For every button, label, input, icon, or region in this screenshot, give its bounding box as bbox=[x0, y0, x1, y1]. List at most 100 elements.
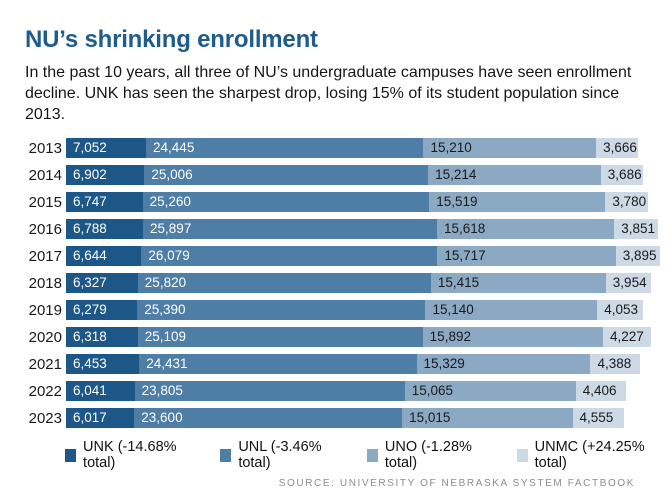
bar-value-label: 15,210 bbox=[430, 140, 472, 156]
legend-label: UNK (-14.68% total) bbox=[83, 439, 177, 472]
bar-row-2021: 2021 6,453 24,431 15,329 4,388 bbox=[25, 354, 660, 375]
bar-value-label: 3,895 bbox=[622, 248, 657, 264]
legend-swatch-unl bbox=[220, 448, 232, 462]
bar-track: 6,902 25,006 15,214 3,686 bbox=[66, 165, 660, 186]
bar-segment-unl: 25,260 bbox=[142, 192, 430, 213]
source-credit: SOURCE: UNIVERSITY OF NEBRASKA SYSTEM FA… bbox=[278, 478, 635, 490]
bar-segment-unmc: 4,406 bbox=[575, 381, 626, 402]
bar-segment-uno: 15,717 bbox=[437, 246, 616, 267]
bar-value-label: 23,600 bbox=[141, 410, 183, 426]
bar-segment-uno: 15,210 bbox=[423, 138, 597, 159]
bar-value-label: 3,780 bbox=[612, 194, 647, 210]
bar-segment-unk: 6,017 bbox=[66, 408, 135, 429]
bar-segment-unl: 23,805 bbox=[134, 381, 405, 402]
bar-value-label: 25,820 bbox=[144, 275, 187, 291]
bar-track: 6,041 23,805 15,065 4,406 bbox=[66, 381, 660, 402]
chart-title: NU’s shrinking enrollment bbox=[25, 26, 318, 53]
bar-value-label: 24,431 bbox=[146, 356, 188, 372]
bar-value-label: 4,053 bbox=[604, 302, 639, 318]
bar-value-label: 25,109 bbox=[144, 329, 186, 345]
bar-value-label: 25,390 bbox=[144, 302, 186, 318]
bar-segment-unmc: 3,686 bbox=[600, 165, 643, 186]
bar-segment-uno: 15,214 bbox=[428, 165, 601, 186]
bar-track: 6,017 23,600 15,015 4,555 bbox=[66, 408, 660, 429]
bar-segment-unk: 6,788 bbox=[66, 219, 144, 240]
bar-stack: 6,644 26,079 15,717 3,895 bbox=[66, 246, 660, 267]
year-label: 2019 bbox=[28, 301, 62, 319]
chart-subtitle: In the past 10 years, all three of NU’s … bbox=[25, 64, 632, 123]
legend-label: UNMC (+24.25% total) bbox=[534, 439, 645, 472]
year-label: 2017 bbox=[28, 247, 62, 265]
bar-segment-unk: 6,453 bbox=[66, 354, 140, 375]
bar-row-2017: 2017 6,644 26,079 15,717 3,895 bbox=[25, 246, 660, 267]
bar-value-label: 7,052 bbox=[73, 140, 107, 156]
bar-segment-unk: 6,327 bbox=[66, 273, 138, 294]
chart-legend: UNK (-14.68% total) UNL (-3.46% total) UNO… bbox=[65, 439, 659, 471]
bar-segment-unk: 6,747 bbox=[66, 192, 143, 213]
legend-swatch-unk bbox=[65, 448, 77, 462]
bar-value-label: 4,406 bbox=[582, 383, 617, 399]
year-label: 2022 bbox=[28, 382, 62, 400]
bar-segment-unl: 26,079 bbox=[141, 246, 438, 267]
bar-segment-unmc: 3,780 bbox=[605, 192, 649, 213]
bar-value-label: 6,318 bbox=[73, 329, 107, 345]
year-label: 2015 bbox=[28, 193, 62, 211]
bar-segment-unmc: 4,388 bbox=[590, 354, 641, 375]
bar-segment-unmc: 4,053 bbox=[597, 300, 644, 321]
bar-segment-unmc: 4,555 bbox=[572, 408, 625, 429]
bar-value-label: 15,015 bbox=[409, 410, 451, 426]
bar-row-2023: 2023 6,017 23,600 15,015 4,555 bbox=[25, 408, 660, 429]
year-label: 2018 bbox=[28, 274, 62, 292]
bar-value-label: 15,329 bbox=[423, 356, 465, 372]
bar-stack: 6,453 24,431 15,329 4,388 bbox=[66, 354, 641, 375]
bar-segment-uno: 15,892 bbox=[422, 327, 604, 348]
bar-value-label: 26,079 bbox=[148, 248, 190, 264]
bar-value-label: 15,892 bbox=[429, 329, 471, 345]
bar-value-label: 6,017 bbox=[73, 410, 107, 426]
bar-value-label: 6,453 bbox=[73, 356, 107, 372]
bar-track: 6,327 25,820 15,415 3,954 bbox=[66, 273, 660, 294]
bar-value-label: 6,041 bbox=[73, 383, 107, 399]
stacked-bar-chart: 2013 7,052 24,445 15,210 3,666 2014 6,902 25,00… bbox=[25, 138, 660, 471]
bar-value-label: 25,897 bbox=[150, 221, 192, 237]
bar-stack: 6,747 25,260 15,519 3,780 bbox=[66, 192, 649, 213]
legend-item-unmc: UNMC (+24.25% total) bbox=[516, 439, 659, 472]
bar-row-2018: 2018 6,327 25,820 15,415 3,954 bbox=[25, 273, 660, 294]
bar-segment-unmc: 3,851 bbox=[614, 219, 658, 240]
bar-value-label: 3,666 bbox=[603, 140, 637, 156]
year-label: 2016 bbox=[28, 220, 62, 238]
bar-value-label: 15,717 bbox=[444, 248, 486, 264]
bar-stack: 6,279 25,390 15,140 4,053 bbox=[66, 300, 644, 321]
bar-value-label: 24,445 bbox=[153, 140, 195, 156]
bar-stack: 6,788 25,897 15,618 3,851 bbox=[66, 219, 658, 240]
bar-row-2016: 2016 6,788 25,897 15,618 3,851 bbox=[25, 219, 659, 240]
bar-value-label: 15,065 bbox=[411, 383, 454, 399]
year-label: 2013 bbox=[28, 139, 62, 157]
bar-segment-unl: 25,897 bbox=[143, 219, 437, 240]
bar-segment-unk: 6,644 bbox=[66, 246, 142, 267]
bar-segment-unk: 6,041 bbox=[66, 381, 135, 402]
bar-row-2019: 2019 6,279 25,390 15,140 4,053 bbox=[25, 300, 659, 321]
bar-value-label: 6,327 bbox=[73, 275, 107, 291]
bar-value-label: 3,686 bbox=[607, 167, 642, 183]
bar-stack: 6,017 23,600 15,015 4,555 bbox=[66, 408, 625, 429]
bar-segment-unmc: 4,227 bbox=[603, 327, 651, 348]
bar-value-label: 6,788 bbox=[73, 221, 107, 237]
year-label: 2020 bbox=[28, 328, 62, 346]
bar-segment-unk: 7,052 bbox=[66, 138, 147, 159]
bar-track: 6,453 24,431 15,329 4,388 bbox=[66, 354, 660, 375]
bar-value-label: 15,140 bbox=[432, 302, 474, 318]
bar-value-label: 15,214 bbox=[435, 167, 477, 183]
year-label: 2023 bbox=[28, 409, 62, 427]
legend-swatch-unmc bbox=[516, 448, 528, 462]
bar-row-2022: 2022 6,041 23,805 15,065 4,406 bbox=[25, 381, 660, 402]
year-label: 2021 bbox=[28, 355, 62, 373]
bar-track: 6,318 25,109 15,892 4,227 bbox=[66, 327, 660, 348]
bar-row-2014: 2014 6,902 25,006 15,214 3,686 bbox=[25, 165, 660, 186]
bar-value-label: 15,519 bbox=[436, 194, 478, 210]
bar-value-label: 6,644 bbox=[73, 248, 107, 264]
bar-stack: 6,041 23,805 15,065 4,406 bbox=[66, 381, 626, 402]
bar-segment-unl: 24,431 bbox=[139, 354, 417, 375]
bar-segment-uno: 15,618 bbox=[436, 219, 615, 240]
